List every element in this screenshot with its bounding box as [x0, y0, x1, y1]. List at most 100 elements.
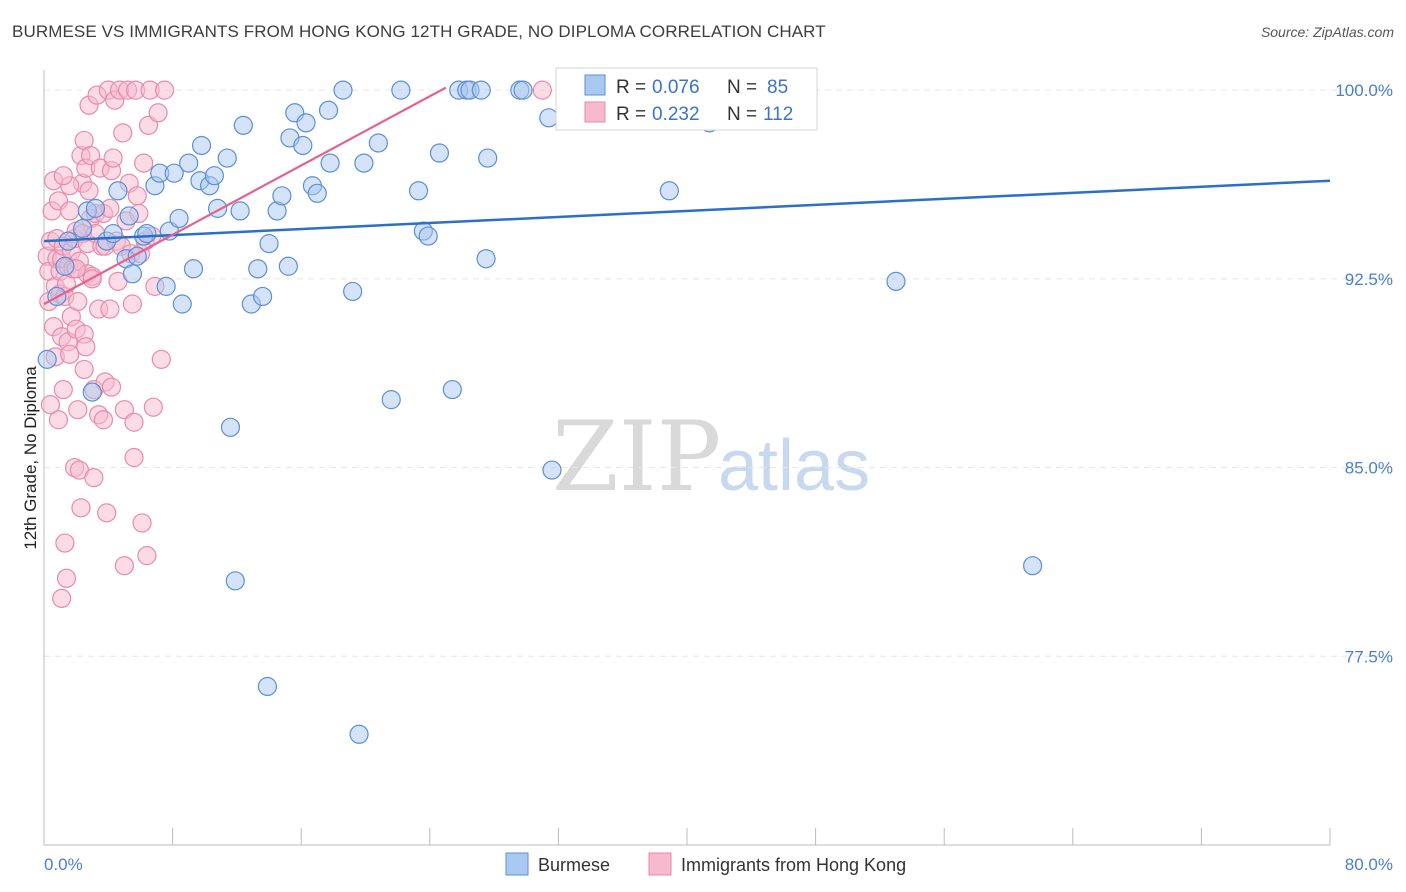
hong-kong-point: [122, 294, 143, 314]
legend-n-value-hong-kong: 112: [763, 104, 793, 125]
hong-kong-point: [103, 148, 123, 168]
burmese-point: [220, 417, 241, 437]
burmese-point: [156, 276, 176, 296]
burmese-point: [307, 183, 327, 203]
burmese-point: [259, 234, 279, 254]
hong-kong-point: [76, 337, 96, 357]
burmese-point: [108, 181, 128, 201]
hong-kong-point: [52, 588, 72, 609]
x-tick-label: 80.0%: [1345, 855, 1393, 874]
hong-kong-point: [151, 349, 171, 369]
burmese-point: [476, 249, 496, 269]
hong-kong-point: [68, 400, 88, 420]
burmese-point: [1023, 556, 1043, 576]
hong-kong-point: [101, 377, 122, 397]
burmese-point: [418, 226, 438, 246]
burmese-point: [272, 186, 292, 206]
hong-kong-point: [124, 447, 144, 468]
burmese-point: [293, 135, 313, 156]
burmese-point: [37, 349, 57, 369]
axes: [43, 70, 1331, 846]
burmese-point: [183, 259, 204, 279]
burmese-point: [442, 379, 462, 400]
hong-kong-point: [79, 181, 99, 201]
burmese-point: [333, 80, 353, 100]
burmese-point: [257, 676, 278, 697]
hong-kong-point: [532, 80, 552, 100]
hong-kong-point: [53, 166, 73, 186]
burmese-point: [354, 153, 374, 173]
burmese-point: [233, 115, 253, 135]
y-tick-labels: 100.0% 92.5% 85.0% 77.5%: [1335, 81, 1393, 666]
burmese-point: [137, 223, 157, 244]
burmese-point: [191, 135, 212, 156]
x-tick-labels: 0.0% 80.0%: [44, 855, 1393, 874]
burmese-point: [659, 181, 679, 201]
burmese-point: [539, 108, 559, 128]
hong-kong-point: [148, 103, 168, 123]
burmese-point: [72, 218, 93, 239]
burmese-point: [318, 100, 339, 120]
burmese-point: [55, 256, 75, 276]
burmese-point: [343, 281, 363, 302]
hong-kong-point: [93, 410, 114, 430]
bottom-legend-swatch-burmese: [505, 852, 529, 876]
burmese-point: [172, 294, 192, 314]
hong-kong-point: [84, 468, 104, 488]
hong-kong-point: [127, 186, 147, 206]
watermark-zip: ZIP: [552, 401, 721, 513]
watermark-atlas: atlas: [718, 426, 870, 506]
hong-kong-point: [40, 395, 61, 415]
hong-kong-point: [97, 503, 117, 523]
hong-kong-point: [134, 153, 154, 173]
burmese-point: [179, 153, 199, 173]
series-hong-kong-points: [37, 80, 552, 609]
burmese-point: [119, 206, 139, 226]
hong-kong-point: [68, 291, 88, 312]
burmese-point: [278, 256, 298, 276]
burmese-point: [85, 198, 106, 218]
burmese-point: [391, 80, 411, 100]
burmese-point: [368, 133, 388, 153]
burmese-point: [471, 80, 491, 100]
burmese-point: [217, 148, 237, 168]
legend-n-label: N =: [727, 77, 757, 98]
series-burmese-points: [37, 80, 1043, 744]
hong-kong-point: [60, 201, 80, 221]
chart-title: BURMESE VS IMMIGRANTS FROM HONG KONG 12T…: [12, 22, 826, 41]
hong-kong-point: [55, 533, 75, 553]
y-axis-label: 12th Grade, No Diploma: [21, 366, 40, 550]
burmese-point: [296, 113, 316, 133]
burmese-point: [381, 390, 401, 410]
hong-kong-point: [113, 123, 133, 143]
burmese-point: [103, 223, 123, 244]
legend-r-label: R =: [616, 104, 646, 125]
hong-kong-point: [74, 359, 94, 380]
x-tick-label: 0.0%: [44, 855, 83, 874]
legend-swatch-hong-kong: [584, 101, 606, 123]
hong-kong-point: [100, 299, 120, 319]
legend: R = 0.076 N = 85 R = 0.232 N = 112: [555, 67, 818, 131]
legend-r-label: R =: [616, 77, 646, 98]
hong-kong-point: [137, 546, 157, 566]
legend-n-label: N =: [727, 104, 757, 125]
y-tick-label: 92.5%: [1345, 270, 1393, 289]
burmese-point: [513, 80, 533, 100]
y-tick-label: 100.0%: [1335, 81, 1393, 100]
hong-kong-point: [48, 410, 69, 430]
gridlines: [44, 89, 1395, 657]
bottom-legend-label-hong-kong: Immigrants from Hong Kong: [681, 855, 906, 875]
hong-kong-point: [71, 498, 91, 518]
hong-kong-point: [60, 344, 80, 364]
burmese-point: [230, 201, 250, 221]
y-tick-label: 85.0%: [1345, 459, 1393, 478]
watermark: ZIP atlas: [552, 401, 870, 513]
y-tick-label: 77.5%: [1345, 647, 1393, 666]
hong-kong-point: [143, 397, 163, 417]
hong-kong-point: [114, 556, 134, 576]
burmese-point: [320, 153, 340, 173]
hong-kong-point: [124, 412, 144, 432]
hong-kong-trendline: [43, 86, 447, 305]
chart-source: Source: ZipAtlas.com: [1260, 24, 1394, 40]
